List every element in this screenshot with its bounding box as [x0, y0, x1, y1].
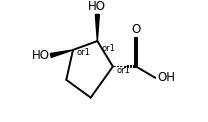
Text: HO: HO — [88, 0, 106, 13]
Polygon shape — [50, 50, 73, 57]
Text: HO: HO — [32, 49, 50, 62]
Text: or1: or1 — [116, 66, 130, 76]
Text: or1: or1 — [76, 48, 90, 57]
Polygon shape — [95, 14, 99, 41]
Text: OH: OH — [157, 71, 175, 84]
Text: or1: or1 — [102, 44, 116, 53]
Text: O: O — [131, 23, 141, 36]
